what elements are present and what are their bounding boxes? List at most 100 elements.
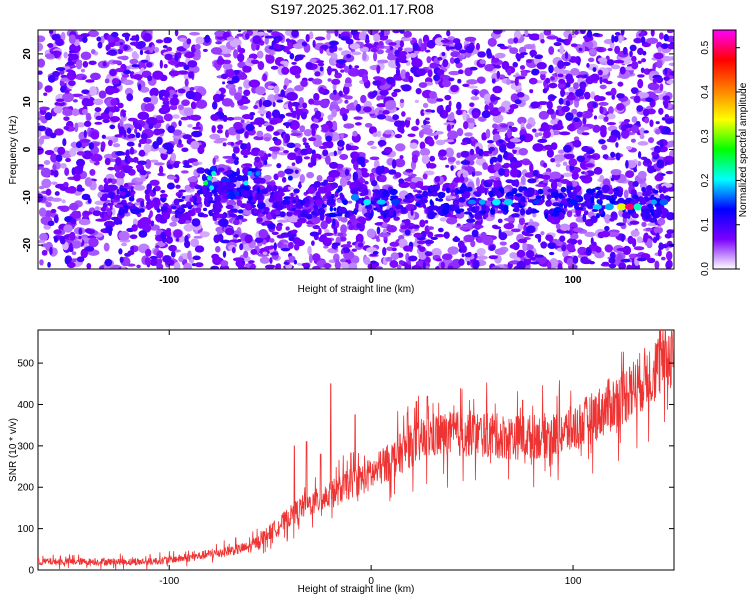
heatmap-cell bbox=[279, 211, 286, 218]
heatmap-cell bbox=[51, 197, 62, 202]
heatmap-cell bbox=[318, 145, 328, 149]
heatmap-cell bbox=[546, 148, 554, 158]
heatmap-cell bbox=[637, 151, 642, 159]
heatmap-cell bbox=[194, 43, 201, 50]
heatmap-cell bbox=[241, 113, 252, 120]
heatmap-cell bbox=[514, 99, 522, 105]
heatmap-cell bbox=[380, 210, 386, 216]
heatmap-cell bbox=[611, 34, 615, 44]
heatmap-cell bbox=[163, 36, 173, 44]
heatmap-cell bbox=[501, 60, 510, 70]
heatmap-cell bbox=[76, 151, 86, 156]
heatmap-cell bbox=[177, 104, 184, 111]
heatmap-cell bbox=[510, 126, 518, 133]
heatmap-cell bbox=[302, 102, 308, 109]
heatmap-cell bbox=[181, 147, 189, 153]
heatmap-cell bbox=[275, 224, 283, 232]
heatmap-cell bbox=[556, 105, 563, 110]
heatmap-cell bbox=[661, 256, 666, 261]
heatmap-cell bbox=[86, 115, 92, 121]
heatmap-cell bbox=[428, 205, 434, 213]
heatmap-cell bbox=[622, 46, 628, 55]
heatmap-cell bbox=[399, 30, 405, 34]
heatmap-cell bbox=[257, 61, 265, 71]
heatmap-cell bbox=[160, 205, 169, 214]
heatmap-cell bbox=[636, 236, 643, 244]
heatmap-cell bbox=[312, 39, 316, 48]
heatmap-cell bbox=[340, 216, 348, 223]
heatmap-cell bbox=[138, 230, 148, 238]
heatmap-cell bbox=[155, 39, 164, 44]
heatmap-cell bbox=[85, 79, 95, 83]
heatmap-cell bbox=[340, 36, 350, 41]
heatmap-cell bbox=[492, 198, 501, 206]
heatmap-cell bbox=[39, 106, 50, 111]
heatmap-cell bbox=[350, 30, 358, 36]
heatmap-cell bbox=[314, 36, 326, 41]
heatmap-cell bbox=[619, 66, 626, 75]
heatmap-cell bbox=[663, 34, 669, 42]
heatmap-cell bbox=[155, 244, 160, 249]
heatmap-cell bbox=[614, 32, 621, 36]
heatmap-cell bbox=[665, 170, 674, 175]
heatmap-cell bbox=[43, 159, 51, 165]
heatmap-cell bbox=[565, 100, 571, 107]
heatmap-cell bbox=[415, 87, 422, 95]
heatmap-cell bbox=[547, 261, 552, 269]
heatmap-cell bbox=[68, 34, 76, 45]
heatmap-cell bbox=[370, 200, 377, 205]
heatmap-cell bbox=[331, 193, 335, 199]
heatmap-cell bbox=[544, 211, 549, 220]
heatmap-cell bbox=[499, 241, 507, 246]
heatmap-cell bbox=[215, 246, 221, 253]
heatmap-cell bbox=[588, 48, 597, 55]
heatmap-cell bbox=[558, 192, 564, 199]
heatmap-cell bbox=[325, 30, 337, 34]
heatmap-cell bbox=[479, 59, 486, 65]
heatmap-cell bbox=[207, 175, 213, 181]
heatmap-cell bbox=[546, 35, 559, 40]
heatmap-cell bbox=[310, 216, 321, 225]
heatmap-cell bbox=[284, 168, 294, 175]
heatmap-cell bbox=[424, 251, 433, 257]
heatmap-cell bbox=[448, 77, 455, 82]
heatmap-cell bbox=[145, 159, 152, 169]
heatmap-cell bbox=[537, 138, 548, 144]
heatmap-cell bbox=[79, 138, 91, 143]
heatmap-cell bbox=[596, 46, 604, 52]
heatmap-cell bbox=[590, 73, 600, 82]
colorbar-gradient bbox=[712, 29, 737, 270]
heatmap-cell bbox=[119, 42, 124, 46]
heatmap-cell bbox=[388, 208, 394, 217]
heatmap-cell bbox=[389, 46, 394, 51]
heatmap-cell bbox=[547, 188, 557, 193]
heatmap-cell bbox=[605, 80, 613, 85]
heatmap-cell bbox=[642, 108, 650, 117]
heatmap-cell bbox=[659, 83, 664, 91]
heatmap-cell bbox=[88, 237, 99, 248]
heatmap-cell bbox=[549, 171, 562, 180]
heatmap-cell bbox=[234, 157, 239, 161]
heatmap-cell bbox=[331, 244, 338, 250]
heatmap-cell bbox=[311, 78, 323, 85]
heatmap-cell bbox=[425, 117, 430, 121]
heatmap-cell bbox=[599, 84, 607, 90]
heatmap-cell bbox=[404, 218, 411, 227]
heatmap-cell bbox=[239, 105, 249, 110]
heatmap-cell bbox=[287, 154, 298, 161]
heatmap-cell bbox=[625, 170, 635, 179]
heatmap-cell bbox=[420, 124, 432, 129]
heatmap-cell bbox=[329, 47, 335, 53]
heatmap-cell bbox=[422, 261, 426, 269]
heatmap-cell bbox=[657, 217, 666, 226]
heatmap-cell bbox=[109, 87, 120, 94]
heatmap-cell bbox=[652, 237, 658, 244]
heatmap-cell bbox=[132, 218, 138, 226]
heatmap-cell bbox=[211, 101, 218, 110]
heatmap-cell bbox=[170, 250, 176, 258]
heatmap-cell bbox=[138, 208, 145, 213]
heatmap-cell bbox=[422, 203, 427, 209]
heatmap-cell bbox=[62, 138, 67, 147]
heatmap-cell bbox=[70, 218, 77, 225]
heatmap-cell bbox=[419, 148, 431, 157]
